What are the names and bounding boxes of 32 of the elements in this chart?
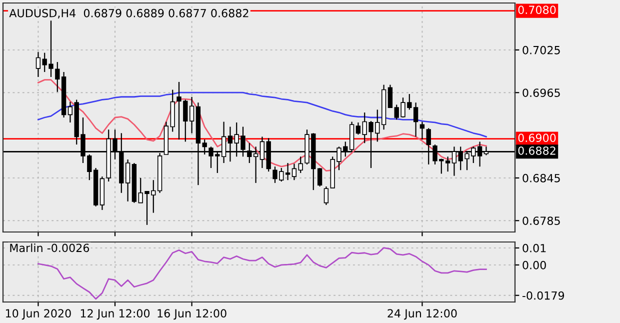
candlestick bbox=[413, 102, 418, 138]
x-tick-label: 10 Jun 2020 bbox=[6, 309, 71, 320]
y-tick-label: 0.00 bbox=[522, 260, 546, 270]
ref-line-label: 0.6882 bbox=[518, 146, 556, 155]
x-tick-label: 16 Jun 12:00 bbox=[158, 309, 226, 320]
candlestick bbox=[285, 162, 290, 181]
candlestick bbox=[445, 156, 450, 172]
x-tick-label: 12 Jun 12:00 bbox=[80, 309, 150, 320]
candlestick bbox=[36, 52, 41, 78]
chart-title: AUDUSD,H4 0.6879 0.6889 0.6877 0.6882 bbox=[9, 8, 248, 18]
candlestick bbox=[356, 122, 361, 136]
candlestick bbox=[388, 84, 393, 108]
candlestick bbox=[324, 186, 329, 206]
y-tick-label: -0.0179 bbox=[522, 291, 564, 300]
ref-line-label: 0.6900 bbox=[518, 134, 556, 142]
line-series bbox=[38, 92, 487, 138]
y-tick-label: 0.6965 bbox=[522, 88, 560, 97]
y-tick-label: 0.01 bbox=[522, 244, 546, 252]
line-series bbox=[38, 79, 487, 172]
ref-line-label: 0.7080 bbox=[518, 6, 556, 14]
candlestick bbox=[420, 121, 425, 140]
candlestick bbox=[68, 101, 73, 124]
y-tick-label: 0.7025 bbox=[522, 46, 560, 54]
y-tick-label: 0.6845 bbox=[522, 174, 560, 182]
candlestick bbox=[292, 163, 297, 181]
candlestick bbox=[125, 158, 130, 202]
candlestick bbox=[317, 167, 322, 188]
y-tick-label: 0.6785 bbox=[522, 216, 560, 225]
candlestick bbox=[298, 156, 303, 174]
candlestick bbox=[189, 96, 194, 134]
x-tick-label: 24 Jun 12:00 bbox=[388, 309, 457, 320]
chart-title: Marlin -0.0026 bbox=[10, 244, 90, 252]
